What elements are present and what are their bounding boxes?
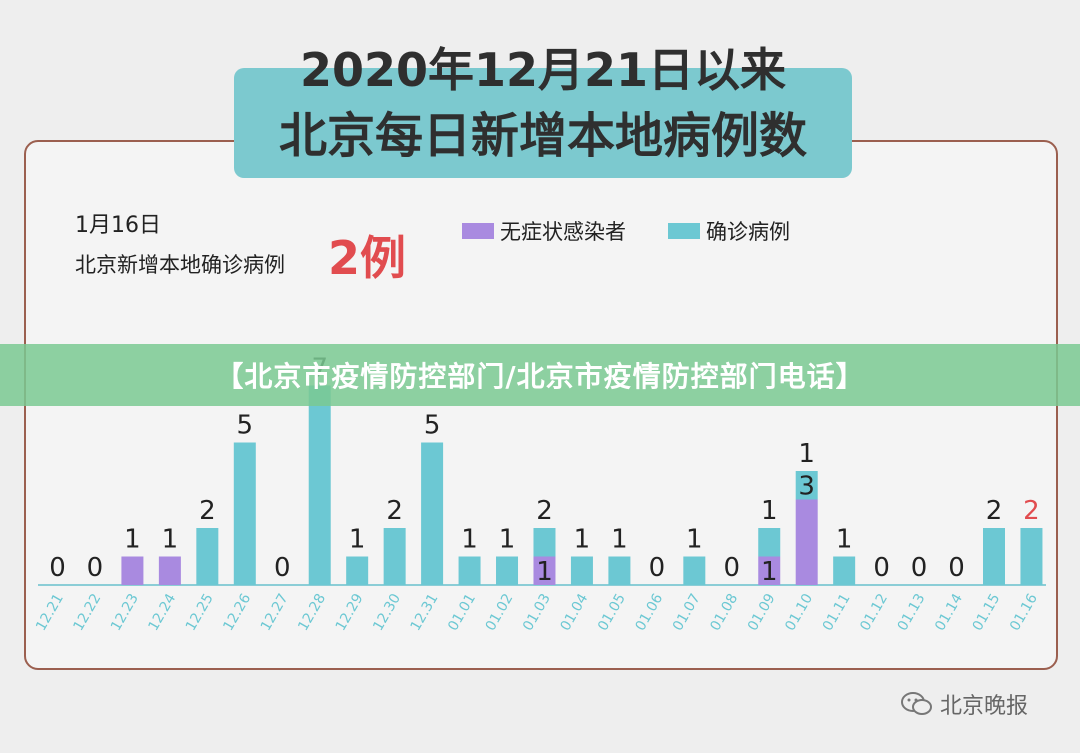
overlay-banner: 【北京市疫情防控部门/北京市疫情防控部门电话】 [0, 344, 1080, 406]
bar-total-label: 1 [499, 525, 516, 555]
x-tick-label: 01.06 [632, 591, 666, 634]
x-tick-label: 01.13 [895, 591, 929, 634]
bar-confirmed [496, 556, 519, 585]
title-line-1: 2020年12月21日以来 [299, 43, 787, 97]
bar-total-label: 0 [724, 553, 741, 583]
note-date: 1月16日 [75, 213, 161, 238]
x-tick-label: 01.11 [820, 591, 854, 634]
bar-confirmed [346, 556, 369, 585]
bar-stack-label: 3 [798, 472, 815, 502]
bar-total-label: 5 [237, 411, 254, 441]
legend-label-asymptomatic: 无症状感染者 [500, 220, 626, 244]
legend-item-asymptomatic: 无症状感染者 [462, 216, 626, 246]
bar-total-label: 1 [574, 525, 591, 555]
legend-swatch-confirmed [668, 223, 700, 239]
bar-confirmed [570, 556, 593, 585]
bar-total-label: 0 [649, 553, 666, 583]
x-tick-label: 01.02 [483, 591, 517, 634]
bar-total-label: 1 [461, 525, 478, 555]
bar-asymptomatic [533, 556, 556, 585]
bar-stack-label: 1 [761, 557, 778, 587]
note-count: 2例 [328, 231, 407, 285]
bar-total-label: 2 [1023, 496, 1040, 526]
x-tick-label: 01.14 [932, 591, 966, 634]
x-tick-label: 12.29 [333, 591, 367, 634]
bar-asymptomatic [158, 556, 181, 585]
x-tick-label: 01.15 [970, 591, 1004, 634]
bar-total-label: 1 [798, 439, 815, 469]
title-box [234, 68, 852, 178]
bar-total-label: 1 [124, 525, 141, 555]
x-tick-label: 01.05 [595, 591, 629, 634]
bar-total-label: 2 [386, 496, 403, 526]
bar-total-label: 5 [424, 411, 441, 441]
bar-total-label: 1 [349, 525, 366, 555]
note-label: 北京新增本地确诊病例 [75, 253, 285, 277]
bar-total-label: 2 [536, 496, 553, 526]
bar-total-label: 1 [162, 525, 179, 555]
x-tick-label: 12.27 [258, 591, 292, 634]
x-tick-label: 12.22 [71, 591, 105, 634]
x-tick-label: 01.12 [857, 591, 891, 634]
watermark: 北京晚报 [900, 688, 1028, 720]
bar-confirmed [983, 528, 1005, 585]
x-tick-label: 12.31 [408, 591, 442, 634]
bar-confirmed [533, 528, 556, 557]
legend-swatch-asymptomatic [462, 223, 494, 239]
bar-confirmed [1020, 528, 1043, 585]
x-tick-label: 12.30 [370, 591, 404, 634]
bar-confirmed [421, 442, 444, 585]
chart-legend: 无症状感染者 确诊病例 [462, 216, 832, 246]
x-tick-label: 12.26 [220, 591, 254, 634]
x-tick-label: 01.01 [445, 591, 479, 634]
bar-total-label: 2 [199, 496, 216, 526]
bar-asymptomatic [121, 556, 144, 585]
bar-confirmed [233, 442, 256, 585]
bar-total-label: 1 [686, 525, 703, 555]
bar-stack-label: 1 [536, 557, 553, 587]
bar-confirmed [683, 556, 706, 585]
bar-confirmed [795, 471, 818, 500]
bar-total-label: 1 [836, 525, 853, 555]
bar-total-label: 0 [87, 553, 104, 583]
bar-total-label: 0 [873, 553, 890, 583]
bar-total-label: 0 [911, 553, 928, 583]
bar-total-label: 2 [986, 496, 1003, 526]
x-tick-label: 12.21 [33, 591, 67, 634]
bar-confirmed [833, 556, 856, 585]
x-tick-label: 12.28 [295, 591, 329, 634]
x-tick-label: 12.24 [145, 591, 179, 634]
x-tick-label: 01.04 [558, 591, 592, 634]
x-tick-label: 01.08 [707, 591, 741, 634]
legend-item-confirmed: 确诊病例 [668, 216, 790, 246]
x-tick-label: 01.03 [520, 591, 554, 634]
bar-total-label: 0 [49, 553, 66, 583]
x-tick-label: 12.25 [183, 591, 217, 634]
watermark-text: 北京晚报 [940, 694, 1029, 719]
bar-total-label: 1 [761, 496, 778, 526]
bar-asymptomatic [758, 556, 781, 585]
x-tick-label: 01.09 [745, 591, 779, 634]
wechat-icon [900, 690, 934, 718]
x-tick-label: 01.10 [782, 591, 816, 634]
bar-confirmed [608, 556, 631, 585]
x-tick-label: 12.23 [108, 591, 142, 634]
bar-confirmed [458, 556, 481, 585]
legend-label-confirmed: 确诊病例 [706, 220, 790, 244]
x-tick-label: 01.07 [670, 591, 704, 634]
bar-confirmed [383, 528, 406, 585]
bar-total-label: 1 [611, 525, 628, 555]
bar-total-label: 0 [948, 553, 965, 583]
bar-confirmed [196, 528, 219, 585]
title-line-2: 北京每日新增本地病例数 [278, 108, 807, 164]
bar-confirmed [758, 528, 781, 557]
bar-confirmed [308, 385, 331, 585]
bar-total-label: 0 [274, 553, 291, 583]
x-tick-label: 01.16 [1007, 591, 1041, 634]
bar-asymptomatic [795, 499, 818, 585]
